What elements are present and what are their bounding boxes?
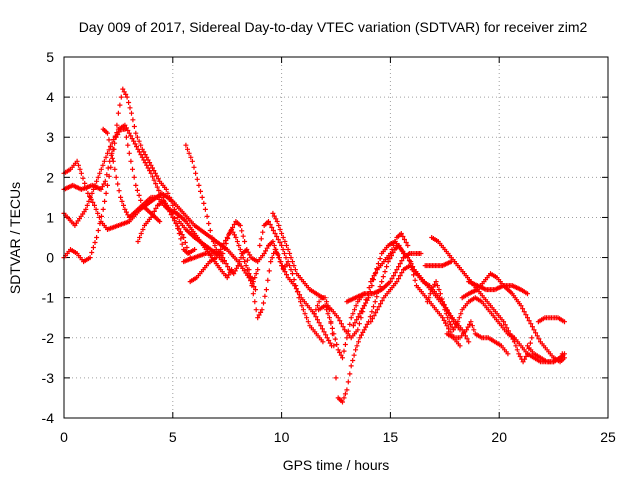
data-series [183, 142, 335, 349]
chart-title: Day 009 of 2017, Sidereal Day-to-day VTE… [79, 19, 588, 35]
plus-marker-series [183, 142, 335, 349]
x-axis-label: GPS time / hours [283, 457, 390, 473]
data-series [135, 198, 198, 256]
y-axis-label: SDTVAR / TECUs [7, 182, 23, 294]
y-tick-labels: -4 -3 -2 -1 0 1 2 3 4 5 [42, 49, 55, 426]
x-tick-label: 5 [169, 429, 177, 445]
y-tick-label: -1 [42, 290, 55, 306]
plus-marker-series [187, 219, 289, 285]
plus-marker-series [459, 271, 567, 365]
plot-frame [63, 56, 609, 419]
y-tick-label: 0 [46, 250, 54, 266]
plus-marker-series [61, 86, 226, 265]
plus-marker-series [311, 243, 406, 405]
y-tick-label: -4 [42, 410, 55, 426]
data-series [459, 271, 567, 365]
x-tick-label: 10 [274, 429, 290, 445]
y-tick-label: 5 [46, 49, 54, 65]
plus-marker-series [135, 198, 198, 256]
x-tick-label: 15 [383, 429, 399, 445]
x-tick-label: 0 [60, 429, 68, 445]
y-tick-label: 3 [46, 129, 54, 145]
grid [64, 57, 608, 418]
data-series [525, 343, 567, 365]
plus-marker-series [535, 315, 567, 325]
data-series [466, 279, 530, 297]
data-series [422, 259, 454, 269]
x-tick-label: 25 [600, 429, 616, 445]
data-series [444, 319, 511, 357]
y-tick-label: -3 [42, 370, 55, 386]
plus-marker-series [368, 263, 472, 345]
axis-ticks [63, 56, 609, 419]
data-series [187, 219, 289, 285]
data-series [368, 263, 472, 345]
data-series [311, 243, 406, 405]
plus-marker-series [422, 259, 454, 269]
x-tick-label: 20 [491, 429, 507, 445]
y-tick-label: 2 [46, 169, 54, 185]
x-tick-labels: 0 5 10 15 20 25 [60, 429, 616, 445]
y-tick-label: -2 [42, 330, 55, 346]
data-series [61, 86, 226, 265]
plus-marker-series [466, 279, 530, 297]
y-tick-label: 4 [46, 89, 54, 105]
plus-marker-series [525, 343, 567, 365]
y-tick-label: 1 [46, 209, 54, 225]
data-points [61, 86, 567, 405]
data-series [535, 315, 567, 325]
plus-marker-series [444, 319, 511, 357]
